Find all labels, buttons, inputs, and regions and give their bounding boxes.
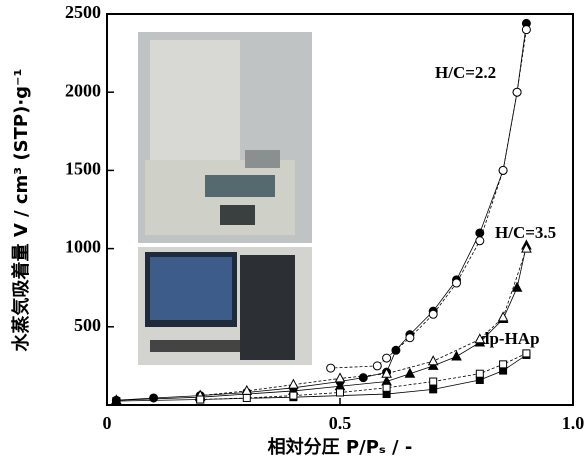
x-tick-label: 0	[103, 413, 112, 433]
data-point	[429, 310, 437, 318]
data-point	[336, 373, 345, 382]
x-tick-label: 0.5	[329, 413, 352, 433]
series-annotation: H/C=2.2	[435, 63, 496, 82]
data-point	[359, 374, 367, 382]
y-tick-label: 1000	[65, 237, 101, 257]
data-point	[430, 378, 437, 385]
data-point	[373, 362, 381, 370]
data-point	[383, 384, 390, 391]
y-tick-label: 1500	[65, 159, 101, 179]
data-point	[476, 229, 484, 237]
data-point	[243, 394, 250, 401]
data-point	[383, 354, 391, 362]
photo-computer	[138, 247, 312, 365]
data-point	[406, 334, 414, 342]
data-point	[197, 396, 204, 403]
data-point	[452, 352, 461, 361]
data-point	[476, 237, 484, 245]
series-line	[331, 30, 527, 368]
photo-instrument	[138, 32, 312, 243]
data-point	[430, 386, 437, 393]
data-point	[289, 380, 298, 389]
chart: 相対分圧 P/Pₛ / - 水蒸気吸着量 V / cm³ (STP)·g⁻¹ 5…	[0, 0, 586, 464]
data-point	[500, 361, 507, 368]
data-point	[429, 356, 438, 365]
data-point	[523, 350, 530, 357]
y-tick-label: 2500	[65, 2, 101, 22]
data-point	[113, 398, 120, 405]
y-tick-label: 500	[74, 315, 101, 335]
data-point	[513, 88, 521, 96]
data-point	[453, 279, 461, 287]
data-point	[337, 389, 344, 396]
series-annotation: H/C=3.5	[495, 223, 556, 242]
data-point	[522, 26, 530, 34]
data-point	[327, 364, 335, 372]
y-tick-label: 2000	[65, 80, 101, 100]
data-point	[499, 312, 508, 321]
data-point	[499, 166, 507, 174]
series-annotation: dp-HAp	[480, 329, 540, 348]
y-axis-label: 水蒸気吸着量 V / cm³ (STP)·g⁻¹	[10, 69, 32, 352]
data-point	[290, 392, 297, 399]
data-point	[476, 370, 483, 377]
x-tick-label: 1.0	[562, 413, 585, 433]
x-axis-label: 相対分圧 P/Pₛ / -	[268, 436, 413, 458]
data-point	[513, 283, 522, 292]
